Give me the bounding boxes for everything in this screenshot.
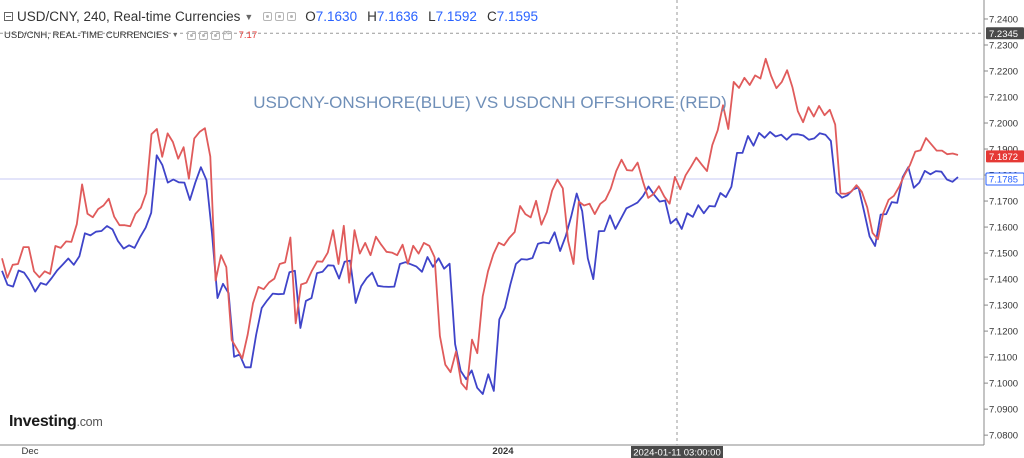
high-value: 7.1636 xyxy=(376,9,419,24)
y-tick-label: 7.1900 xyxy=(989,145,1018,156)
compare-settings-icon[interactable] xyxy=(198,31,208,40)
y-tick-label: 7.0800 xyxy=(989,431,1018,442)
chart-title: USDCNY-ONSHORE(BLUE) VS USDCNH OFFSHORE … xyxy=(253,93,727,112)
y-tick-label: 7.1500 xyxy=(989,249,1018,260)
symbol-title[interactable]: USD/CNY, 240, Real-time Currencies xyxy=(17,9,241,24)
y-tick-label: 7.2000 xyxy=(989,119,1018,130)
price-label-dark: 7.2345 xyxy=(989,29,1018,40)
y-tick-label: 7.2400 xyxy=(989,14,1018,25)
compare-header: USD/CNH, REAL-TIME CURRENCIES ▼ 7.17 xyxy=(4,28,258,41)
crosshair-time-label: 2024-01-11 03:00:00 xyxy=(633,448,721,458)
y-tick-label: 7.1700 xyxy=(989,197,1018,208)
y-tick-label: 7.2100 xyxy=(989,93,1018,104)
compare-chevron-down-icon[interactable]: ▼ xyxy=(171,32,179,39)
compare-visibility-icon[interactable] xyxy=(186,31,196,40)
y-tick-label: 7.1600 xyxy=(989,223,1018,234)
y-tick-label: 7.1200 xyxy=(989,327,1018,338)
collapse-icon[interactable] xyxy=(4,12,13,21)
settings-icon[interactable] xyxy=(275,12,285,21)
open-value: 7.1630 xyxy=(315,9,358,24)
y-tick-label: 7.0900 xyxy=(989,405,1018,416)
price-label-blue: 7.1785 xyxy=(989,174,1018,185)
compare-symbol-title[interactable]: USD/CNH, REAL-TIME CURRENCIES xyxy=(4,30,169,41)
more-icon[interactable] xyxy=(287,12,297,21)
close-key: C xyxy=(486,9,497,24)
price-label-red-box xyxy=(986,150,1024,163)
compare-value: 7.17 xyxy=(238,30,258,41)
compare-more-icon[interactable] xyxy=(210,31,220,40)
usdcnh-red-line xyxy=(1,57,959,391)
visibility-icon[interactable] xyxy=(263,12,273,21)
low-key: L xyxy=(428,9,436,24)
low-value: 7.1592 xyxy=(435,9,477,24)
investing-logo: Investing.com xyxy=(9,413,103,430)
y-tick-label: 7.1100 xyxy=(989,353,1017,364)
open-key: O xyxy=(305,9,316,24)
close-value: 7.1595 xyxy=(496,9,538,24)
x-tick-2024: 2024 xyxy=(492,446,514,457)
y-tick-label: 7.2200 xyxy=(989,67,1018,78)
y-tick-label: 7.1300 xyxy=(989,301,1018,312)
compare-close-icon[interactable] xyxy=(222,28,232,40)
y-tick-label: 7.1400 xyxy=(989,275,1018,286)
ohlc-readout: O7.1630 H7.1636 L7.1592 C7.1595 xyxy=(305,9,548,24)
y-tick-label: 7.1000 xyxy=(989,379,1018,390)
y-tick-label: 7.2300 xyxy=(989,40,1018,51)
x-tick-dec: Dec xyxy=(22,446,39,457)
chevron-down-icon[interactable]: ▼ xyxy=(244,11,254,22)
price-label-dark-box xyxy=(986,27,1024,40)
symbol-header: USD/CNY, 240, Real-time Currencies ▼ O7.… xyxy=(4,9,548,24)
high-key: H xyxy=(367,9,377,24)
price-label-red: 7.1872 xyxy=(989,152,1018,163)
usdcny-blue-line xyxy=(1,130,959,395)
crosshair-time-box xyxy=(631,446,723,458)
price-label-blue-box xyxy=(985,172,1024,186)
